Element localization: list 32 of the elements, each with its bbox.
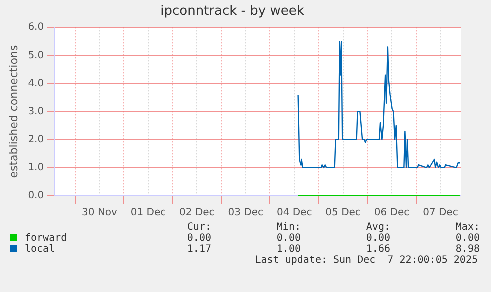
y-tick-label: 1.0 bbox=[28, 162, 44, 174]
y-tick-label: 5.0 bbox=[28, 50, 44, 62]
x-tick-label: 05 Dec bbox=[326, 208, 361, 219]
y-tick-label: 6.0 bbox=[28, 22, 44, 34]
y-tick-label: 2.0 bbox=[28, 134, 44, 146]
y-tick-label: 0.0 bbox=[28, 190, 44, 202]
text: 1.17 bbox=[186, 244, 212, 255]
y-tick-label: 3.0 bbox=[28, 106, 44, 118]
x-tick-label: 30 Nov bbox=[82, 208, 118, 219]
x-tick-label: 07 Dec bbox=[423, 208, 458, 219]
text: Cur: bbox=[186, 222, 212, 233]
x-tick-label: 02 Dec bbox=[180, 208, 215, 219]
legend-label: forward bbox=[24, 233, 68, 244]
text: Avg: bbox=[365, 222, 390, 233]
text: 0.00 bbox=[186, 233, 212, 244]
text: 1.00 bbox=[276, 244, 301, 255]
text: 8.98 bbox=[454, 244, 480, 255]
text: 0.00 bbox=[276, 233, 301, 244]
y-axis-title: established connections bbox=[7, 45, 20, 178]
text: 1.66 bbox=[365, 244, 390, 255]
x-tick-label: 06 Dec bbox=[374, 208, 410, 219]
text: 0.00 bbox=[365, 233, 390, 244]
x-tick-label: 01 Dec bbox=[130, 208, 166, 219]
y-tick-label: 4.0 bbox=[28, 78, 44, 90]
text: 0.00 bbox=[454, 233, 480, 244]
x-tick-label: 04 Dec bbox=[276, 208, 312, 219]
chart-title: ipconntrack - by week bbox=[160, 4, 305, 20]
text: Last update: Sun Dec 7 22:00:05 2025 bbox=[254, 255, 478, 266]
x-tick-label: 03 Dec bbox=[228, 208, 264, 219]
text: Max: bbox=[454, 222, 480, 233]
legend-label: local bbox=[24, 244, 56, 255]
text: Min: bbox=[276, 222, 301, 233]
